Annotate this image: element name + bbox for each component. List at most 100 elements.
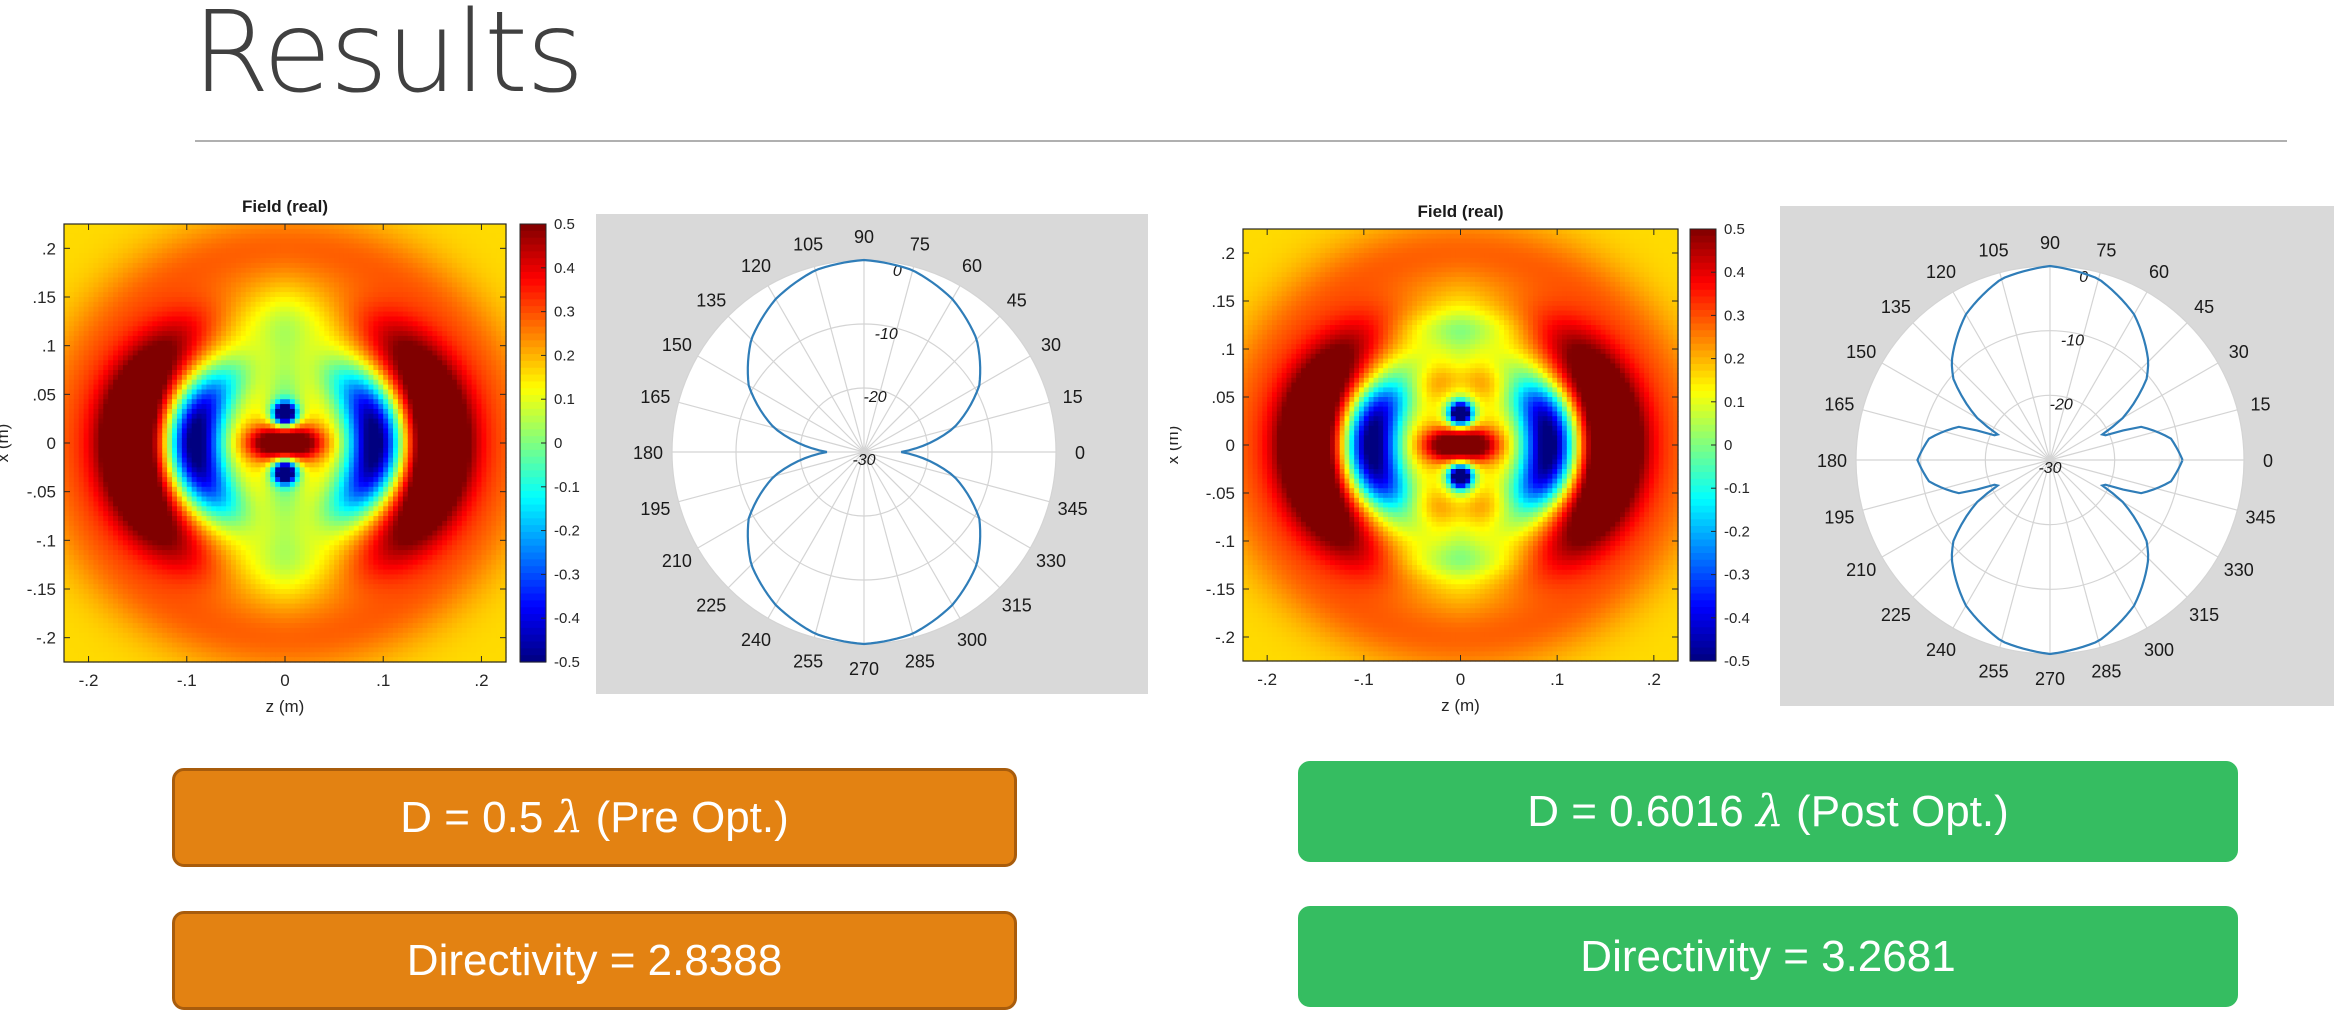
colorbar-tick-label: -0.1 (1724, 480, 1750, 497)
angle-label: 330 (1036, 551, 1066, 571)
angle-label: 75 (910, 234, 930, 254)
lambda-symbol: λ (1755, 786, 1784, 837)
angle-label: 345 (2246, 507, 2276, 527)
angle-label: 255 (1979, 662, 2009, 682)
x-tick-label: -.1 (1354, 670, 1374, 689)
x-tick-label: 0 (280, 671, 289, 690)
pre-opt-directivity-text: Directivity = 2.8388 (406, 935, 783, 985)
colorbar-tick-label: 0.2 (1724, 351, 1745, 368)
polar-grid-spoke (2049, 459, 2101, 648)
polar-grid-spoke (697, 451, 865, 549)
angle-label: 195 (1824, 507, 1854, 527)
y-tick-label: .2 (42, 239, 56, 258)
angle-label: 90 (2040, 233, 2060, 253)
polar-grid-spoke (813, 451, 865, 638)
y-tick-label: -.1 (1215, 532, 1235, 551)
x-tick-label: -.1 (177, 671, 197, 690)
polar-grid-spoke (863, 451, 1050, 503)
y-tick-label: -.1 (36, 531, 56, 550)
angle-label: 300 (957, 630, 987, 650)
radial-label: -30 (852, 452, 875, 469)
colorbar-tick-label: -0.5 (554, 654, 580, 671)
polar-grid-spoke (2049, 272, 2101, 461)
radiation-pattern-line (1916, 264, 2184, 656)
colorbar-tick-label: -0.1 (554, 479, 580, 496)
angle-label: 195 (640, 499, 670, 519)
x-axis-label: z (m) (266, 697, 305, 716)
colorbar (520, 224, 546, 663)
radial-label: -10 (875, 326, 898, 343)
y-tick-label: -.05 (1206, 484, 1235, 503)
pre-polar-plot: 0 15 30 45 60 75 90 105 120 135 150 165 180 195 210 225… (633, 227, 1088, 679)
angle-label: 270 (2035, 669, 2065, 689)
x-tick-label: -.2 (79, 671, 99, 690)
x-tick-label: -.2 (1257, 670, 1277, 689)
angle-label: 285 (2091, 662, 2121, 682)
y-tick-label: .1 (42, 337, 56, 356)
angle-label: 240 (1926, 640, 1956, 660)
colorbar-tick-label: 0.4 (554, 260, 575, 277)
polar-grid-spoke (767, 451, 865, 619)
y-tick-label: -.2 (36, 629, 56, 648)
colorbar-tick-label: -0.4 (1724, 610, 1750, 627)
lambda-symbol: λ (555, 792, 584, 843)
heatmap-cells (64, 224, 507, 663)
polar-grid-spoke (2049, 459, 2148, 629)
angle-label: 0 (2263, 451, 2273, 471)
colorbar (1690, 229, 1716, 662)
polar-grid-spoke (863, 266, 915, 453)
angle-label: 60 (2149, 262, 2169, 282)
angle-label: 270 (849, 659, 879, 679)
polar-grid-spoke (1999, 272, 2051, 461)
y-tick-label: .15 (32, 288, 56, 307)
colorbar-tick-label: -0.2 (1724, 523, 1750, 540)
colorbar-tick-label: -0.3 (1724, 567, 1750, 584)
polar-grid-spoke (1912, 322, 2051, 461)
heatmap-cells (1243, 229, 1679, 662)
angle-label: 135 (696, 290, 726, 310)
colorbar-tick-label: -0.2 (554, 523, 580, 540)
colorbar-tick-label: 0.3 (1724, 307, 1745, 324)
polar-grid-spoke (863, 451, 961, 619)
x-axis-label: z (m) (1441, 696, 1480, 715)
x-tick-label: .2 (474, 671, 488, 690)
colorbar-tick-label: 0.5 (554, 216, 575, 233)
polar-grid-spoke (1952, 459, 2051, 629)
radial-label: -10 (2061, 333, 2084, 350)
y-tick-label: 0 (47, 434, 56, 453)
y-tick-label: .15 (1211, 292, 1235, 311)
angle-label: 30 (2229, 342, 2249, 362)
angle-label: 180 (633, 443, 663, 463)
pre-field-heatmap: Field (real)-.2 -.1 0.1.2.2.15.1.050-.05-.… (0, 197, 580, 716)
post-opt-directivity-box: Directivity = 3.2681 (1298, 906, 2238, 1007)
polar-grid-spoke (678, 401, 865, 453)
x-tick-label: 0 (1456, 670, 1465, 689)
radial-label: -20 (2050, 396, 2073, 413)
colorbar-tick-label: -0.4 (554, 610, 580, 627)
angle-label: 345 (1058, 499, 1088, 519)
polar-grid-spoke (678, 451, 865, 503)
y-tick-label: .2 (1221, 244, 1235, 263)
angle-label: 150 (662, 335, 692, 355)
polar-grid-spoke (767, 285, 865, 453)
polar-grid-spoke (863, 451, 1031, 549)
angle-label: 15 (1063, 387, 1083, 407)
angle-label: 225 (1881, 605, 1911, 625)
post-field-heatmap: Field (real)-.2 -.1 0.1.2.2.15.1.050-.05-.… (1170, 202, 1750, 715)
angle-label: 30 (1041, 335, 1061, 355)
angle-label: 0 (1075, 443, 1085, 463)
post-opt-spacing-box: D = 0.6016 λ (Post Opt.) (1298, 761, 2238, 862)
post-opt-spacing-suffix: (Post Opt.) (1783, 786, 2009, 836)
polar-grid-spoke (2049, 362, 2219, 461)
post-opt-directivity-text: Directivity = 3.2681 (1580, 931, 1956, 981)
polar-grid-spoke (1952, 291, 2051, 461)
colorbar-tick-label: 0.3 (554, 304, 575, 321)
angle-label: 105 (1979, 240, 2009, 260)
angle-label: 225 (696, 596, 726, 616)
polar-grid-spoke (2049, 322, 2188, 461)
pre-opt-directivity-box: Directivity = 2.8388 (172, 911, 1017, 1010)
colorbar-tick-label: 0 (1724, 437, 1732, 454)
title-divider (195, 140, 2287, 142)
angle-label: 75 (2096, 240, 2116, 260)
colorbar-tick-label: 0.4 (1724, 264, 1745, 281)
